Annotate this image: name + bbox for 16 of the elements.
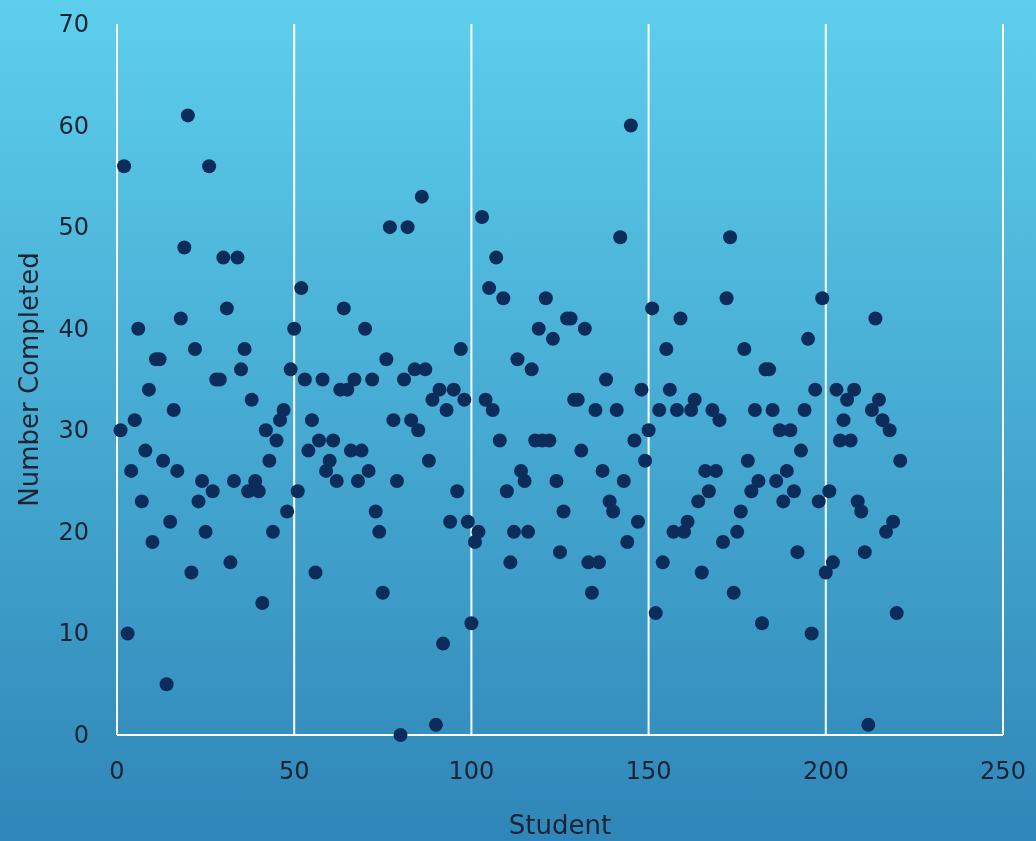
y-tick-label: 60: [58, 111, 89, 140]
y-tick-label: 0: [73, 721, 89, 749]
x-tick-label: 100: [448, 757, 495, 785]
x-axis-title: Student: [508, 810, 612, 840]
x-tick-label: 0: [109, 757, 125, 785]
y-tick-label: 50: [58, 213, 89, 242]
y-tick-label: 40: [58, 314, 89, 343]
y-axis-title: Number Completed: [14, 252, 44, 507]
y-tick-label: 70: [58, 10, 89, 38]
x-tick-label: 250: [980, 757, 1026, 785]
y-tick-label: 20: [58, 517, 89, 546]
x-tick-label: 150: [625, 757, 672, 785]
x-tick-label: 50: [278, 757, 310, 785]
y-tick-label: 30: [58, 416, 89, 445]
x-tick-label: 200: [802, 757, 849, 785]
y-tick-label: 10: [58, 619, 89, 648]
